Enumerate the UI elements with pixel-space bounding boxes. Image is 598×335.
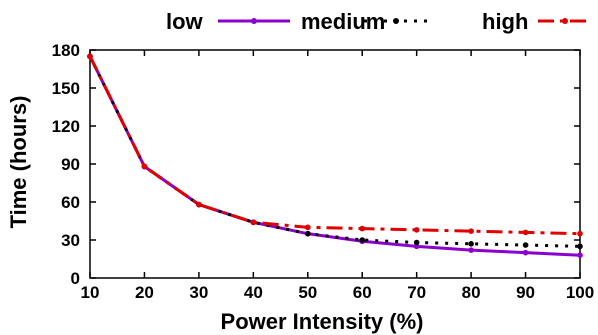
series-line-medium bbox=[88, 55, 581, 248]
data-point-high bbox=[522, 229, 529, 236]
data-point-medium bbox=[304, 230, 311, 237]
data-point-high bbox=[577, 230, 583, 237]
x-axis-title: Power Intensity (%) bbox=[221, 309, 424, 334]
x-tick-label: 40 bbox=[244, 283, 263, 302]
legend-marker-low bbox=[251, 18, 257, 24]
data-point-high bbox=[413, 227, 420, 233]
data-point-high bbox=[468, 228, 474, 234]
legend-label-high: high bbox=[482, 9, 528, 34]
y-axis-ticks: 0 30 60 90 120 150 180 bbox=[52, 41, 580, 288]
x-tick-label: 80 bbox=[462, 283, 481, 302]
y-tick-label: 30 bbox=[61, 231, 80, 250]
data-point-low bbox=[468, 247, 474, 253]
data-point-medium bbox=[522, 242, 529, 248]
data-point-high bbox=[250, 219, 257, 226]
y-tick-label: 150 bbox=[52, 79, 80, 98]
x-tick-label: 10 bbox=[81, 283, 100, 302]
data-point-high bbox=[196, 201, 202, 208]
y-tick-label: 180 bbox=[52, 41, 80, 60]
x-axis-ticks: 10 20 30 40 50 60 70 80 90 100 bbox=[81, 50, 594, 302]
data-point-high bbox=[141, 163, 148, 170]
y-tick-label: 60 bbox=[61, 193, 80, 212]
legend-label-low: low bbox=[166, 9, 204, 34]
y-tick-label: 90 bbox=[61, 155, 80, 174]
series-line-low bbox=[88, 55, 581, 257]
x-tick-label: 50 bbox=[298, 283, 317, 302]
x-tick-label: 20 bbox=[135, 283, 154, 302]
legend-marker-high bbox=[562, 18, 568, 24]
legend-label-medium: medium bbox=[301, 9, 385, 34]
data-point-medium bbox=[468, 241, 474, 247]
data-point-medium bbox=[413, 239, 420, 246]
data-point-low bbox=[522, 249, 529, 256]
series-lines bbox=[87, 53, 583, 258]
x-tick-label: 30 bbox=[189, 283, 208, 302]
data-point-high bbox=[87, 53, 93, 60]
legend-marker-medium bbox=[393, 18, 399, 24]
data-point-medium bbox=[577, 243, 583, 250]
y-axis-title: Time (hours) bbox=[6, 96, 31, 229]
y-tick-label: 0 bbox=[71, 269, 80, 288]
y-tick-label: 120 bbox=[52, 117, 80, 136]
x-tick-label: 60 bbox=[353, 283, 372, 302]
data-point-low bbox=[577, 252, 583, 258]
legend: low medium high bbox=[166, 9, 592, 34]
x-tick-label: 70 bbox=[407, 283, 426, 302]
x-tick-label: 90 bbox=[516, 283, 535, 302]
data-point-high bbox=[359, 225, 366, 232]
data-point-high bbox=[304, 224, 311, 231]
x-tick-label: 100 bbox=[566, 283, 594, 302]
data-point-medium bbox=[359, 237, 366, 243]
series-line-high bbox=[88, 55, 581, 236]
